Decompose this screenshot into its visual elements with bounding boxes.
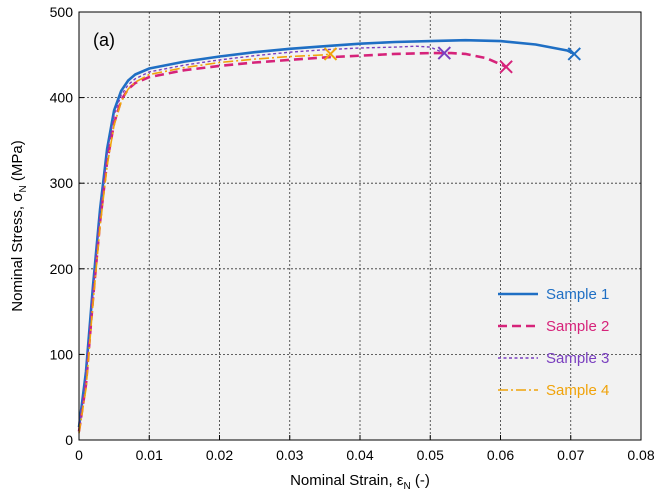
x-tick-label: 0.02 bbox=[206, 447, 233, 463]
x-axis-ticks: 0 0.01 0.02 0.03 0.04 0.05 0.06 0.07 0.08 bbox=[75, 435, 655, 463]
fracture-marker-4 bbox=[323, 47, 338, 61]
legend: Sample 1 Sample 2 Sample 3 Sample 4 bbox=[498, 286, 609, 399]
axis-title-subscript: N bbox=[18, 185, 29, 192]
grid-lines bbox=[79, 12, 641, 440]
x-tick-label: 0.01 bbox=[136, 447, 163, 463]
y-axis-ticks: 0 100 200 300 400 500 bbox=[50, 4, 84, 448]
y-tick-label: 500 bbox=[50, 4, 74, 20]
axis-title-text: Nominal Stress, bbox=[9, 202, 26, 312]
y-tick-label: 0 bbox=[65, 432, 73, 448]
x-tick-label: 0 bbox=[75, 447, 83, 463]
legend-label-2: Sample 2 bbox=[546, 318, 609, 335]
y-tick-label: 100 bbox=[50, 346, 74, 362]
panel-label: (a) bbox=[93, 30, 115, 50]
legend-label-3: Sample 3 bbox=[546, 350, 609, 367]
fracture-marker-2 bbox=[499, 60, 513, 74]
axis-title-text: Nominal Strain, bbox=[290, 472, 397, 489]
series-line-3 bbox=[78, 45, 445, 430]
x-tick-label: 0.06 bbox=[487, 447, 514, 463]
x-axis-title: Nominal Strain, εN (-) bbox=[290, 472, 430, 492]
x-tick-label: 0.04 bbox=[346, 447, 373, 463]
axis-title-symbol: ε bbox=[397, 472, 404, 489]
y-tick-label: 200 bbox=[50, 261, 74, 277]
axis-title-subscript: N bbox=[404, 481, 411, 492]
legend-label-4: Sample 4 bbox=[546, 382, 609, 399]
fracture-marker-3 bbox=[437, 46, 452, 60]
axis-title-unit: (-) bbox=[411, 472, 430, 489]
series-line-4 bbox=[78, 53, 331, 434]
x-tick-label: 0.03 bbox=[276, 447, 303, 463]
y-tick-label: 300 bbox=[50, 175, 74, 191]
x-tick-label: 0.08 bbox=[627, 447, 654, 463]
y-tick-label: 400 bbox=[50, 90, 74, 106]
series-line-1 bbox=[77, 38, 575, 428]
x-tick-label: 0.07 bbox=[557, 447, 584, 463]
x-tick-label: 0.05 bbox=[417, 447, 444, 463]
axis-title-symbol: σ bbox=[9, 192, 26, 202]
y-axis-title: Nominal Stress, σN (MPa) bbox=[9, 140, 29, 312]
fracture-marker-1 bbox=[567, 47, 581, 61]
series-layer bbox=[77, 38, 581, 434]
axis-title-unit: (MPa) bbox=[9, 140, 26, 185]
legend-label-1: Sample 1 bbox=[546, 286, 609, 303]
